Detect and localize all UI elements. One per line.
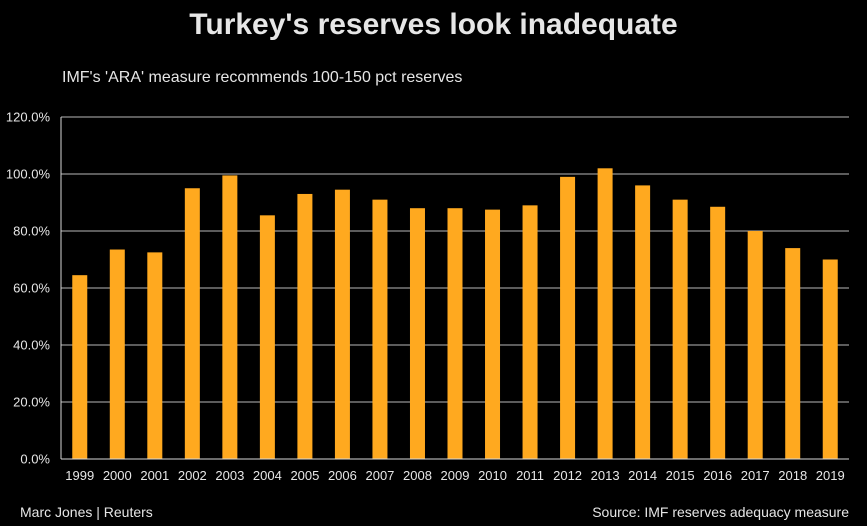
x-tick-label: 2019 [816,468,845,483]
bar-2017 [747,231,763,459]
x-tick-label: 2004 [253,468,282,483]
chart-subtitle: IMF's 'ARA' measure recommends 100-150 p… [62,69,463,86]
x-tick-label: 2018 [778,468,807,483]
x-tick-label: 2017 [741,468,770,483]
bar-2001 [147,252,163,459]
bar-2015 [672,199,688,459]
source-text: Source: IMF reserves adequacy measure [592,504,849,520]
bar-2019 [822,259,838,459]
x-tick-label: 2011 [516,468,544,483]
bar-2003 [222,175,238,460]
bar-2010 [485,209,501,459]
x-tick-label: 2016 [703,468,732,483]
x-tick-label: 2008 [403,468,432,483]
x-tick-label: 2009 [441,468,470,483]
x-tick-label: 2012 [553,468,582,483]
y-tick-label: 120.0% [6,110,51,125]
bar-2018 [785,248,801,459]
bar-2008 [409,208,425,459]
bar-2005 [297,193,313,459]
y-tick-label: 0.0% [20,452,50,467]
y-tick-label: 40.0% [13,338,50,353]
x-tick-label: 1999 [65,468,94,483]
bar-2007 [372,199,388,459]
bar-2004 [259,215,275,459]
y-axis-tick-labels: 0.0% 20.0% 40.0% 60.0% 80.0% 100.0% 120.0% [6,110,51,467]
x-tick-label: 2001 [140,468,169,483]
x-tick-label: 2002 [178,468,207,483]
credit-text: Marc Jones | Reuters [20,504,153,520]
x-axis-tick-labels: 1999 2000 2001 2002 2003 2004 2005 2006 2007 2008… [65,468,844,483]
bar-2016 [710,206,726,459]
x-tick-label: 2000 [103,468,132,483]
x-tick-label: 2005 [290,468,319,483]
x-tick-label: 2006 [328,468,357,483]
axes [60,117,849,460]
chart-title: Turkey's reserves look inadequate [189,8,678,41]
bar-2012 [560,176,576,459]
bar-2011 [522,205,538,459]
bar-2013 [597,168,613,460]
x-tick-label: 2007 [365,468,394,483]
bar-2000 [109,249,125,459]
x-tick-label: 2014 [628,468,657,483]
x-tick-label: 2003 [215,468,244,483]
x-tick-label: 2013 [591,468,620,483]
x-tick-label: 2015 [666,468,695,483]
y-tick-label: 100.0% [6,167,51,182]
y-tick-label: 20.0% [13,395,50,410]
bar-2002 [184,188,200,459]
bar-2009 [447,208,463,459]
bars [72,168,838,460]
y-tick-label: 60.0% [13,281,50,296]
bar-2006 [334,189,350,460]
y-tick-label: 80.0% [13,224,50,239]
bar-2014 [635,185,651,459]
x-tick-label: 2010 [478,468,507,483]
bar-1999 [72,275,88,459]
